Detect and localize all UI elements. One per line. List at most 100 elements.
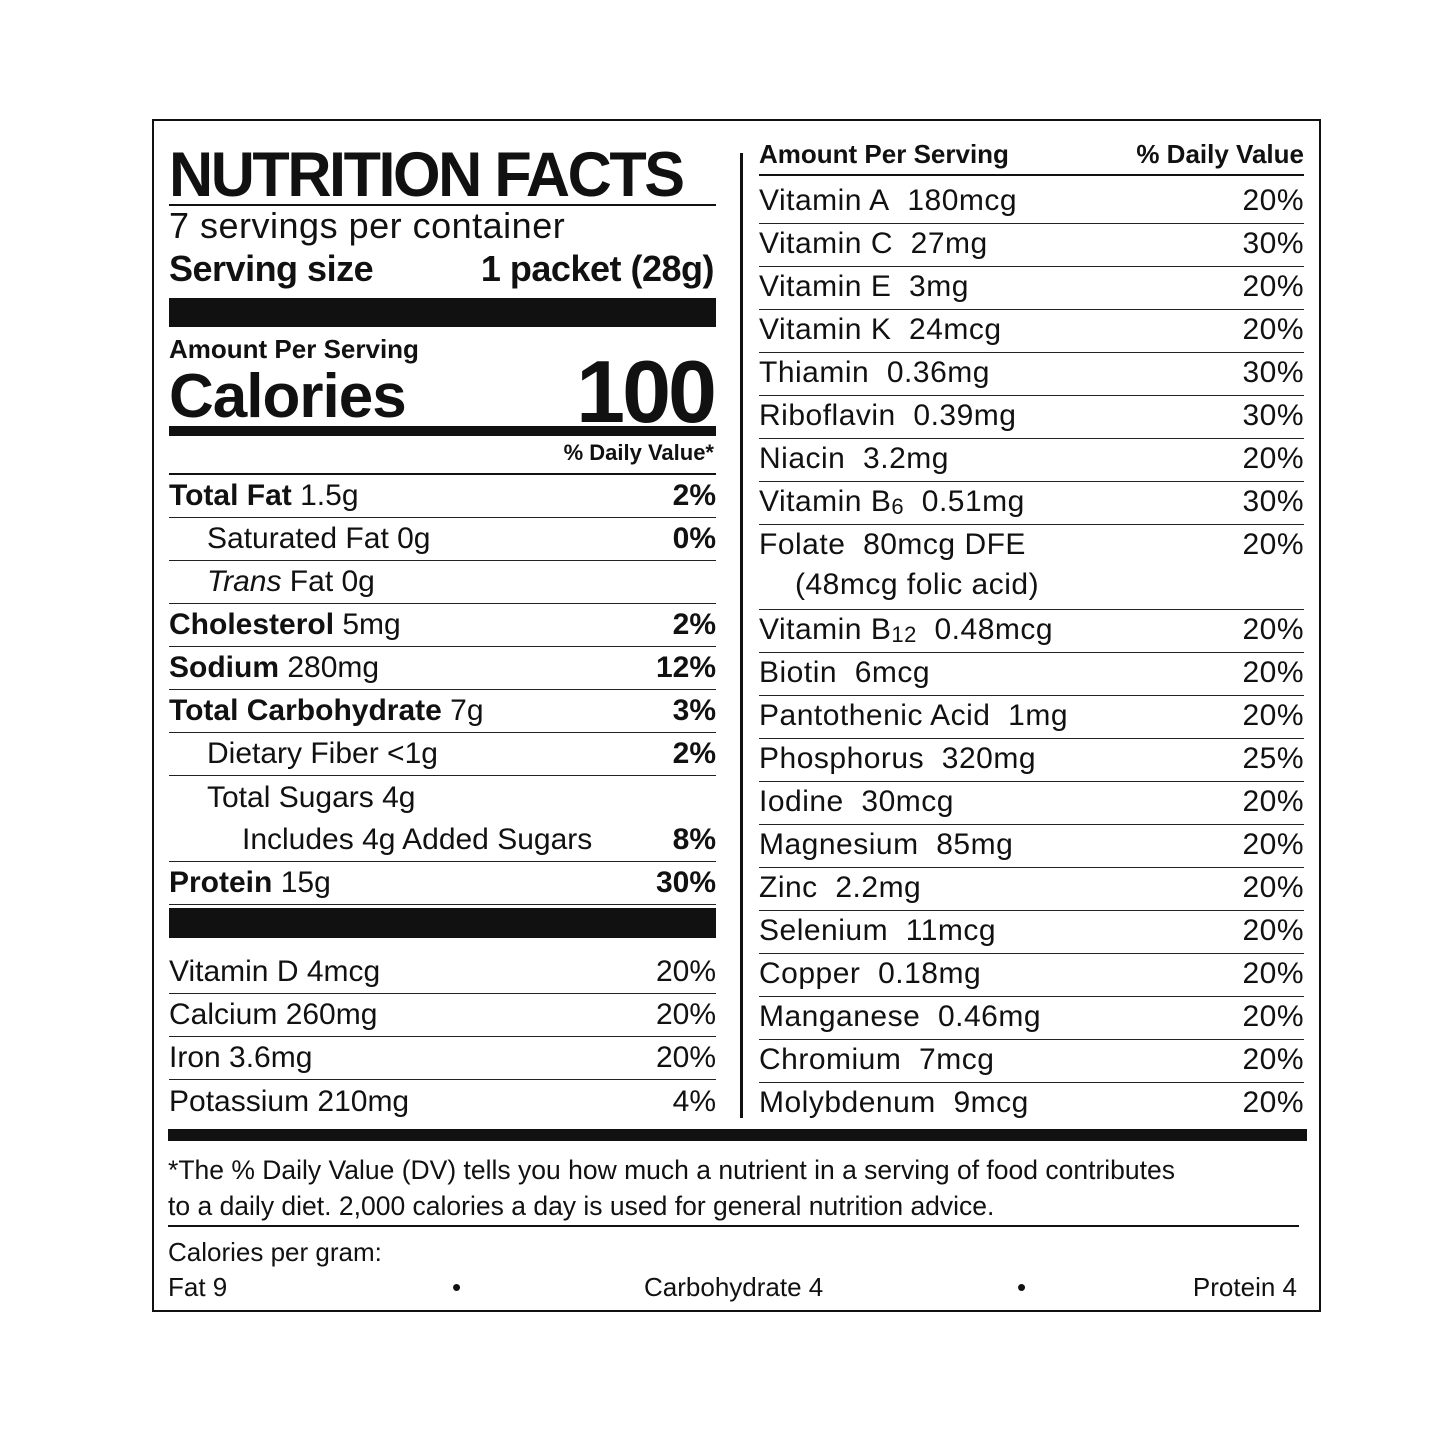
daily-value-percent: 30% — [1242, 399, 1304, 432]
vitamin-name: Pantothenic Acid — [759, 699, 991, 732]
vitamin-name: Magnesium — [759, 828, 919, 861]
daily-value-percent: 2% — [672, 608, 716, 641]
daily-value-percent: 3% — [672, 694, 716, 727]
vitamin-subscript: 6 — [891, 494, 905, 519]
daily-value-percent: 20% — [655, 1041, 716, 1074]
bullet: • — [1017, 1272, 1027, 1302]
daily-value-percent: 20% — [655, 998, 716, 1031]
vitamin-row: Vitamin A 180mcg 20% — [759, 181, 1304, 224]
footnote-line-2: to a daily diet. 2,000 calories a day is… — [168, 1191, 995, 1221]
vitamin-row: Niacin 3.2mg 20% — [759, 439, 1304, 482]
vitamin-label: Selenium 11mcg — [759, 914, 996, 948]
vitamin-subscript: 12 — [891, 622, 917, 647]
vitamin-row: Thiamin 0.36mg 30% — [759, 353, 1304, 396]
daily-value-percent: 25% — [1242, 742, 1304, 775]
vitamin-amount: 2.2mg — [835, 871, 922, 904]
daily-value-percent: 2% — [672, 737, 716, 770]
nutrient-label: Dietary Fiber <1g — [169, 737, 438, 771]
vitamin-row: Zinc 2.2mg 20% — [759, 868, 1304, 911]
vitamin-name: Biotin — [759, 656, 838, 689]
vitamin-name: Folate — [759, 528, 846, 561]
nutrient-label: Total Carbohydrate 7g — [169, 694, 484, 728]
daily-value-percent: 20% — [1242, 957, 1304, 990]
thick-bar — [169, 298, 716, 327]
mineral-label: Iron 3.6mg — [169, 1041, 313, 1074]
nutrient-name-italic: Trans — [207, 565, 282, 598]
nutrient-amount: 280mg — [279, 651, 380, 684]
vitamin-row: Folate 80mcg DFE (48mcg folic acid) 20% — [759, 525, 1304, 610]
nutrient-row: Total Carbohydrate 7g 3% — [169, 690, 716, 733]
calories-label: Calories — [169, 362, 407, 431]
nutrient-row: Sodium 280mg 12% — [169, 647, 716, 690]
vitamin-amount: 0.48mcg — [934, 613, 1054, 646]
protein-per-gram: Protein 4 — [1192, 1272, 1297, 1302]
vitamin-amount: 11mcg — [905, 914, 997, 947]
nutrient-row: Protein 15g 30% — [169, 862, 716, 905]
vitamin-name: Vitamin A — [759, 184, 890, 217]
mineral-row: Vitamin D 4mcg 20% — [169, 951, 716, 994]
vitamin-amount: 7mcg — [919, 1043, 995, 1076]
bullet: • — [452, 1272, 462, 1302]
nutrient-amount: Includes 4g Added Sugars — [242, 823, 593, 856]
daily-value-percent: 20% — [1242, 656, 1304, 689]
vitamin-name: Iodine — [759, 785, 844, 818]
vitamin-name: Thiamin — [759, 356, 870, 389]
vitamin-row: Pantothenic Acid 1mg 20% — [759, 696, 1304, 739]
vitamin-label: Vitamin B12 0.48mcg — [759, 613, 1053, 648]
vitamin-amount: 0.18mg — [878, 957, 982, 990]
daily-value-percent: 20% — [1242, 313, 1304, 346]
vitamin-row: Vitamin B12 0.48mcg 20% — [759, 610, 1304, 653]
daily-value-percent: 4% — [672, 1084, 716, 1118]
mineral-label: Calcium 260mg — [169, 998, 378, 1031]
vitamin-name: Vitamin B — [759, 485, 892, 518]
vitamin-amount: 1mg — [1008, 699, 1069, 732]
daily-value-percent: 20% — [1242, 785, 1304, 818]
vitamin-amount: 80mcg DFE — [863, 528, 1026, 561]
serving-size-label: Serving size — [169, 248, 374, 289]
vitamin-row: Copper 0.18mg 20% — [759, 954, 1304, 997]
daily-value-header: % Daily Value — [1136, 139, 1304, 169]
daily-value-percent: 2% — [672, 479, 716, 512]
nutrient-amount: Total Sugars 4g — [207, 780, 416, 814]
medium-bar — [169, 426, 716, 436]
fat-per-gram: Fat 9 — [168, 1272, 228, 1302]
vitamin-amount: 3mg — [909, 270, 969, 303]
divider — [759, 174, 1304, 176]
vitamin-row: Vitamin E 3mg 20% — [759, 267, 1304, 310]
daily-value-percent: 20% — [1242, 1000, 1304, 1033]
serving-size-value: 1 packet (28g) — [480, 248, 715, 289]
vitamin-name: Copper — [759, 957, 861, 990]
vitamin-label: Iodine 30mcg — [759, 785, 954, 819]
vitamin-label: Niacin 3.2mg — [759, 442, 949, 476]
nutrient-row: Cholesterol 5mg 2% — [169, 604, 716, 647]
nutrient-row: Total Fat 1.5g 2% — [169, 475, 716, 518]
nutrient-row: Total Sugars 4g — [169, 776, 716, 819]
vitamin-label: Vitamin A 180mcg — [759, 184, 1017, 218]
vitamin-name: Chromium — [759, 1043, 902, 1076]
daily-value-percent: 0% — [672, 522, 716, 555]
vitamin-row: Vitamin B6 0.51mg 30% — [759, 482, 1304, 525]
nutrient-label: Saturated Fat 0g — [169, 522, 430, 556]
nutrient-row: Dietary Fiber <1g 2% — [169, 733, 716, 776]
calories-per-gram: Calories per gram: — [168, 1237, 382, 1267]
nutrient-row: Saturated Fat 0g 0% — [169, 518, 716, 561]
vitamin-amount: 320mg — [941, 742, 1037, 775]
thick-bar — [169, 908, 716, 938]
nutrient-amount: Saturated Fat 0g — [207, 522, 431, 555]
vitamin-name: Zinc — [759, 871, 818, 904]
vitamin-row: Phosphorus 320mg 25% — [759, 739, 1304, 782]
daily-value-header: % Daily Value* — [563, 440, 714, 465]
daily-value-percent: 12% — [655, 651, 716, 684]
vitamin-label: Vitamin B6 0.51mg — [759, 485, 1025, 520]
vitamin-label: Pantothenic Acid 1mg — [759, 699, 1068, 733]
daily-value-percent: 8% — [672, 823, 716, 856]
vitamin-amount: 0.46mg — [937, 1000, 1042, 1033]
vitamin-label: Manganese 0.46mg — [759, 1000, 1041, 1034]
mineral-row: Potassium 210mg 4% — [169, 1080, 716, 1123]
vitamin-label: Copper 0.18mg — [759, 957, 981, 991]
vitamin-row: Biotin 6mcg 20% — [759, 653, 1304, 696]
vitamin-label: Vitamin C 27mg — [759, 227, 988, 261]
daily-value-percent: 30% — [655, 866, 716, 899]
vitamin-label: Magnesium 85mg — [759, 828, 1013, 862]
nutrient-name: Total Carbohydrate — [169, 694, 442, 727]
